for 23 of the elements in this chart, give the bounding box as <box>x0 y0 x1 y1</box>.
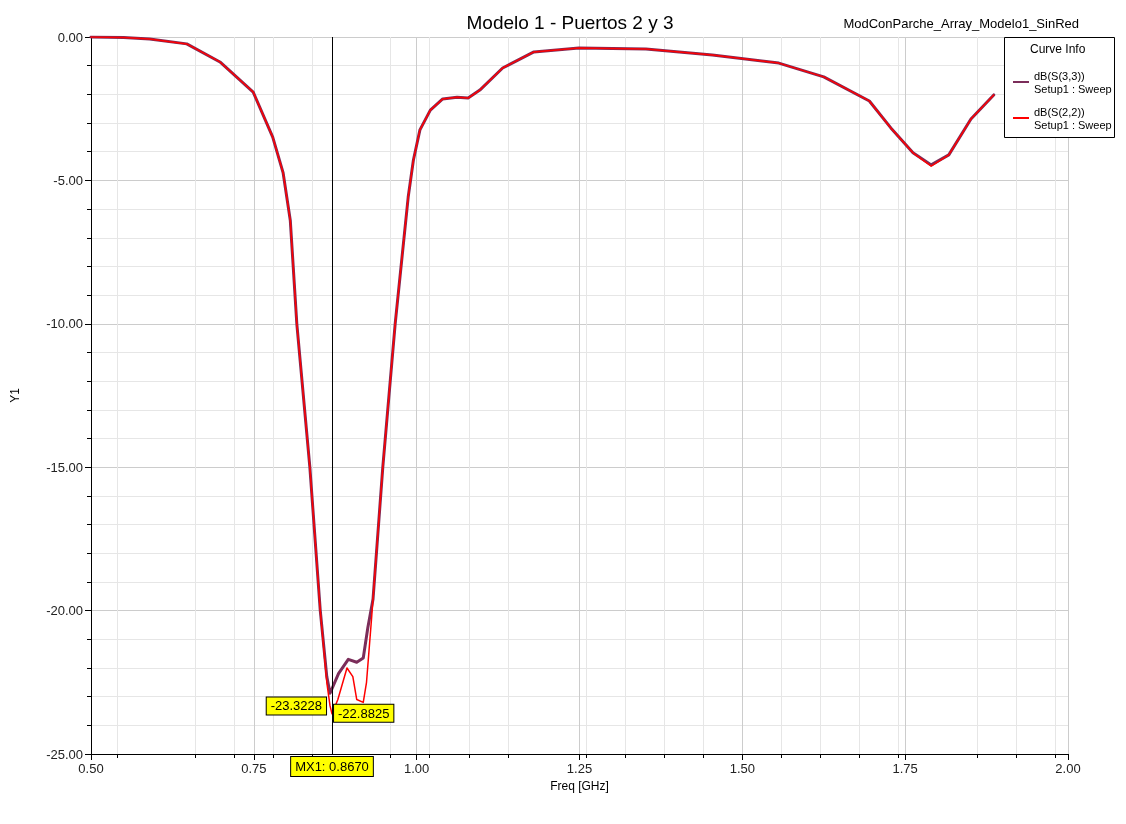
legend-label: dB(S(2,2)) Setup1 : Sweep <box>1034 105 1112 131</box>
x-tick-label: 2.00 <box>1055 761 1081 776</box>
y-tick-label: -20.00 <box>46 603 83 619</box>
x-axis-title: Freq [GHz] <box>550 778 609 793</box>
ref-line-label: MX1: 0.8670 <box>295 759 369 774</box>
y-tick-label: -25.00 <box>46 746 83 762</box>
y-tick-label: -5.00 <box>53 172 83 188</box>
x-tick-label: 1.00 <box>404 761 430 776</box>
chart-subtitle: ModConParche_Array_Modelo1_SinRed <box>843 16 1080 31</box>
legend-title: Curve Info <box>1030 42 1086 56</box>
y-tick-label: 0.00 <box>57 29 83 45</box>
annotation: -23.3228 <box>270 698 323 714</box>
y-axis-title: Y1 <box>8 387 22 403</box>
y-tick-label: -10.00 <box>46 316 83 332</box>
x-tick-label: 1.75 <box>892 761 918 776</box>
x-tick-label: 1.50 <box>729 761 755 776</box>
legend-label: dB(S(3,3)) Setup1 : Sweep <box>1034 69 1112 95</box>
x-tick-label: 0.75 <box>241 761 267 776</box>
chart-title: Modelo 1 - Puertos 2 y 3 <box>466 12 674 33</box>
annotation: -22.8825 <box>338 705 390 721</box>
x-tick-label: 0.50 <box>78 761 104 776</box>
y-tick-label: -15.00 <box>46 459 83 475</box>
x-tick-label: 1.25 <box>566 761 593 776</box>
